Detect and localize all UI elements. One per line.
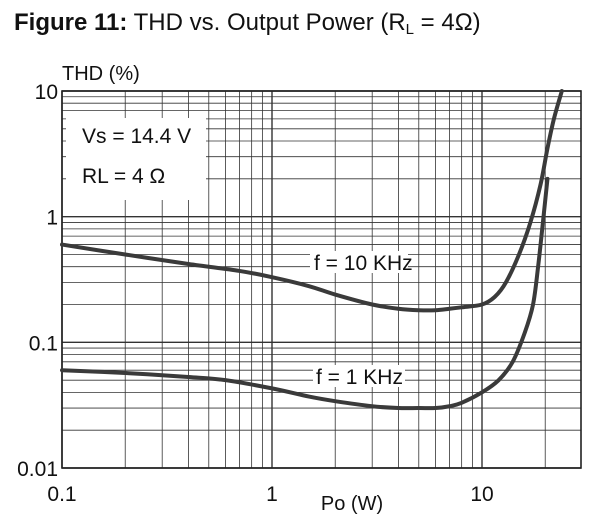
- series-label-1khz: f = 1 KHz: [316, 366, 403, 389]
- annotation-box: [66, 118, 206, 200]
- title-main: THD vs. Output Power (R: [133, 9, 406, 36]
- plot-frame: [61, 90, 582, 469]
- x-tick-label: 10: [470, 483, 493, 506]
- series-label-bg-1khz: [313, 365, 405, 387]
- y-tick-label: 1: [46, 207, 58, 230]
- x-tick-label: 1: [266, 483, 278, 506]
- x-tick-label: 0.1: [47, 483, 76, 506]
- series-label-bg-10khz: [310, 251, 408, 273]
- series-line-1khz: [60, 176, 550, 411]
- x-axis-label: Po (W): [321, 493, 383, 515]
- series-label-10khz: f = 10 KHz: [314, 252, 413, 275]
- chart-title: Figure 11: THD vs. Output Power (RL = 4Ω…: [14, 9, 481, 38]
- title-subscript: L: [405, 21, 415, 38]
- figure-number: Figure 11:: [14, 9, 128, 36]
- y-tick-label: 0.1: [29, 332, 58, 355]
- annotation-vs: Vs = 14.4 V: [82, 125, 191, 148]
- y-tick-label: 10: [35, 81, 58, 104]
- title-suffix: = 4Ω): [414, 9, 481, 36]
- annotation-rl: RL = 4 Ω: [82, 165, 165, 188]
- y-axis-label: THD (%): [62, 63, 140, 85]
- series-line-10khz: [60, 89, 564, 313]
- y-tick-label: 0.01: [17, 458, 58, 481]
- series-layer: [60, 89, 564, 411]
